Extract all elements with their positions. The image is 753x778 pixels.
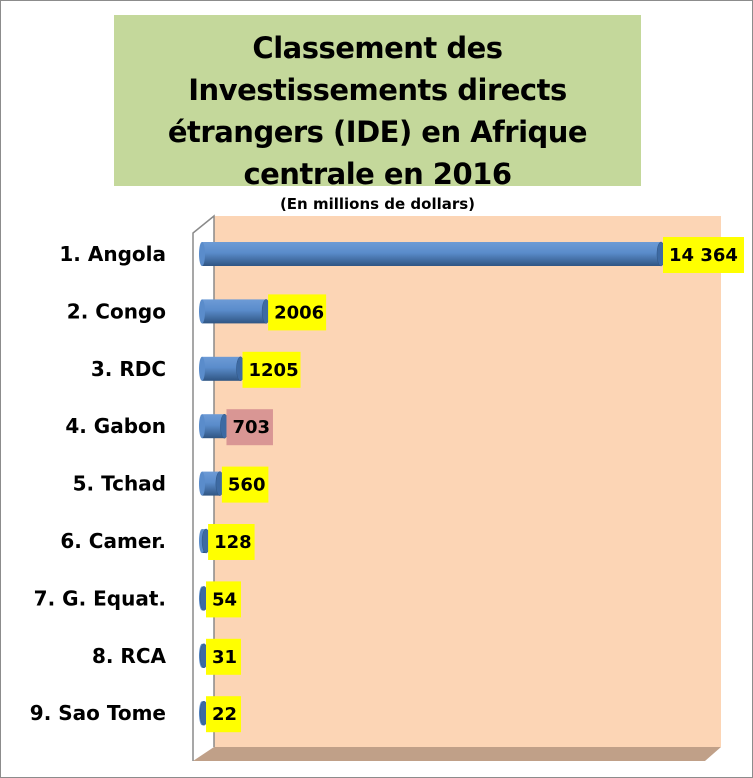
data-label-background	[206, 581, 241, 618]
chart-title: Classement des Investissements directs é…	[167, 31, 588, 191]
category-label: 6. Camer.	[60, 529, 166, 553]
category-label: 1. Angola	[59, 242, 166, 266]
bar-cap-left	[199, 299, 205, 324]
data-label-background	[208, 524, 255, 560]
data-label: 1205	[249, 360, 299, 381]
data-label-background	[206, 696, 241, 733]
data-label-background	[663, 237, 744, 273]
data-label: 128	[214, 532, 252, 553]
data-label: 22	[212, 704, 237, 725]
category-label: 8. RCA	[92, 644, 167, 668]
category-label: 9. Sao Tome	[30, 701, 166, 725]
bar-cap-left	[199, 242, 205, 266]
plot-back-wall	[214, 216, 721, 747]
data-label-background	[221, 466, 269, 503]
plot-floor	[193, 747, 721, 761]
bar	[202, 471, 220, 496]
bar	[202, 356, 241, 381]
title-box: Classement des Investissements directs é…	[114, 15, 641, 213]
data-label: 560	[228, 475, 266, 496]
data-label: 31	[212, 647, 237, 668]
category-label: 7. G. Equat.	[34, 586, 166, 610]
bar-cap-left	[199, 414, 205, 439]
category-label: 5. Tchad	[73, 472, 166, 496]
bar-cap-left	[199, 471, 205, 496]
category-label: 3. RDC	[91, 357, 166, 381]
data-label: 2006	[274, 302, 324, 323]
data-label-background	[242, 351, 301, 388]
chart-subtitle: (En millions de dollars)	[279, 195, 476, 213]
data-label: 703	[232, 417, 270, 438]
category-label: 2. Congo	[67, 299, 166, 323]
bar-cap-left	[199, 356, 205, 381]
bar	[202, 242, 661, 266]
data-label-background	[268, 294, 327, 331]
bar	[202, 414, 225, 439]
data-label: 54	[212, 589, 237, 610]
data-label-background	[226, 409, 273, 446]
bar	[202, 299, 267, 324]
data-label: 14 364	[669, 245, 738, 266]
category-label: 4. Gabon	[65, 414, 166, 438]
data-label-background	[206, 638, 241, 675]
